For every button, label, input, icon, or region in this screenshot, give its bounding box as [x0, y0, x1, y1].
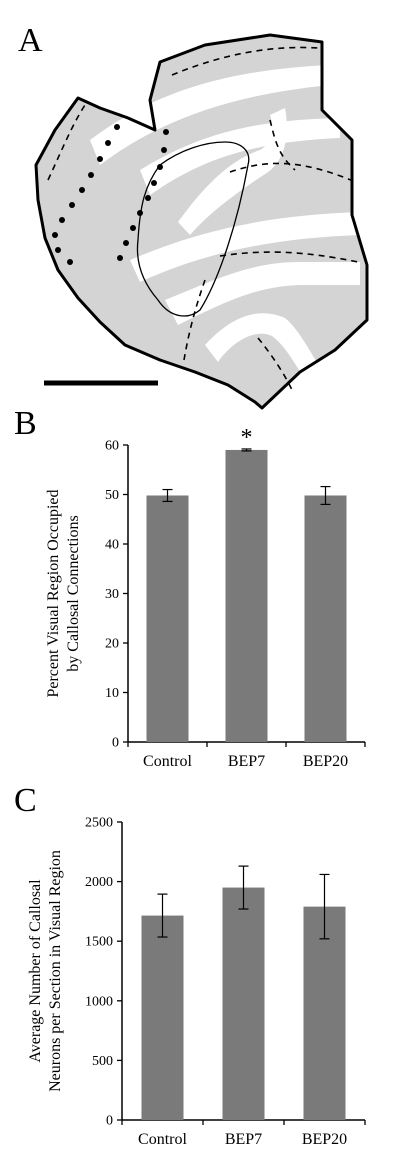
x-tick-label: BEP20: [302, 1131, 347, 1148]
y-tick-label: 0: [112, 736, 119, 751]
y-tick-label: 10: [105, 686, 119, 701]
y-tick-label: 2500: [85, 816, 113, 831]
panel-b-label: B: [14, 405, 37, 442]
x-tick-label: BEP7: [228, 753, 265, 770]
chart-b: 0 10 20 30 40 50 60 Control BEP7 * BEP20 Percent Vi…: [45, 425, 366, 770]
bar-control: [146, 495, 189, 742]
callosal-dots: [52, 124, 169, 265]
y-tick-label: 2000: [85, 875, 113, 890]
panel-b: B 0 10 20 30 40 50 60 Control BEP7 * BEP20 Percent …: [0, 405, 400, 780]
y-tick-label: 40: [105, 538, 119, 553]
y-tick-label: 50: [105, 488, 119, 503]
panel-c: C 0 500 1000 1500 2000 2500 Control BEP7 BEP20 Av…: [0, 780, 400, 1168]
x-tick-label: Control: [138, 1131, 187, 1148]
y-axis-label: by Callosal Connections: [65, 515, 82, 671]
panel-a: A: [0, 0, 400, 420]
y-axis-label: Neurons per Section in Visual Region: [47, 850, 64, 1092]
y-axis-label: Average Number of Callosal: [27, 879, 44, 1063]
y-tick-label: 60: [105, 439, 119, 454]
bar-bep7: [222, 887, 265, 1120]
x-tick-label: BEP20: [303, 753, 348, 770]
y-tick-label: 1000: [85, 994, 113, 1009]
y-tick-label: 500: [92, 1054, 113, 1069]
x-tick-label: BEP7: [225, 1131, 262, 1148]
y-axis-label: Percent Visual Region Occupied: [45, 489, 62, 697]
bar-bep7: [225, 449, 268, 742]
panel-c-label: C: [14, 782, 37, 819]
cortex-diagram: [34, 33, 369, 410]
y-tick-label: 30: [105, 587, 119, 602]
x-tick-label: Control: [143, 753, 192, 770]
y-tick-label: 1500: [85, 935, 113, 950]
dashed-borders: [47, 46, 359, 391]
chart-c: 0 500 1000 1500 2000 2500 Control BEP7 BEP20 Aver…: [27, 816, 366, 1148]
bar-control: [141, 915, 184, 1120]
y-tick-label: 0: [106, 1114, 113, 1129]
bar-bep20: [303, 906, 346, 1120]
panel-a-label: A: [18, 22, 43, 59]
y-tick-label: 20: [105, 637, 119, 652]
significance-marker: *: [241, 425, 253, 451]
bar-bep20: [304, 495, 347, 742]
